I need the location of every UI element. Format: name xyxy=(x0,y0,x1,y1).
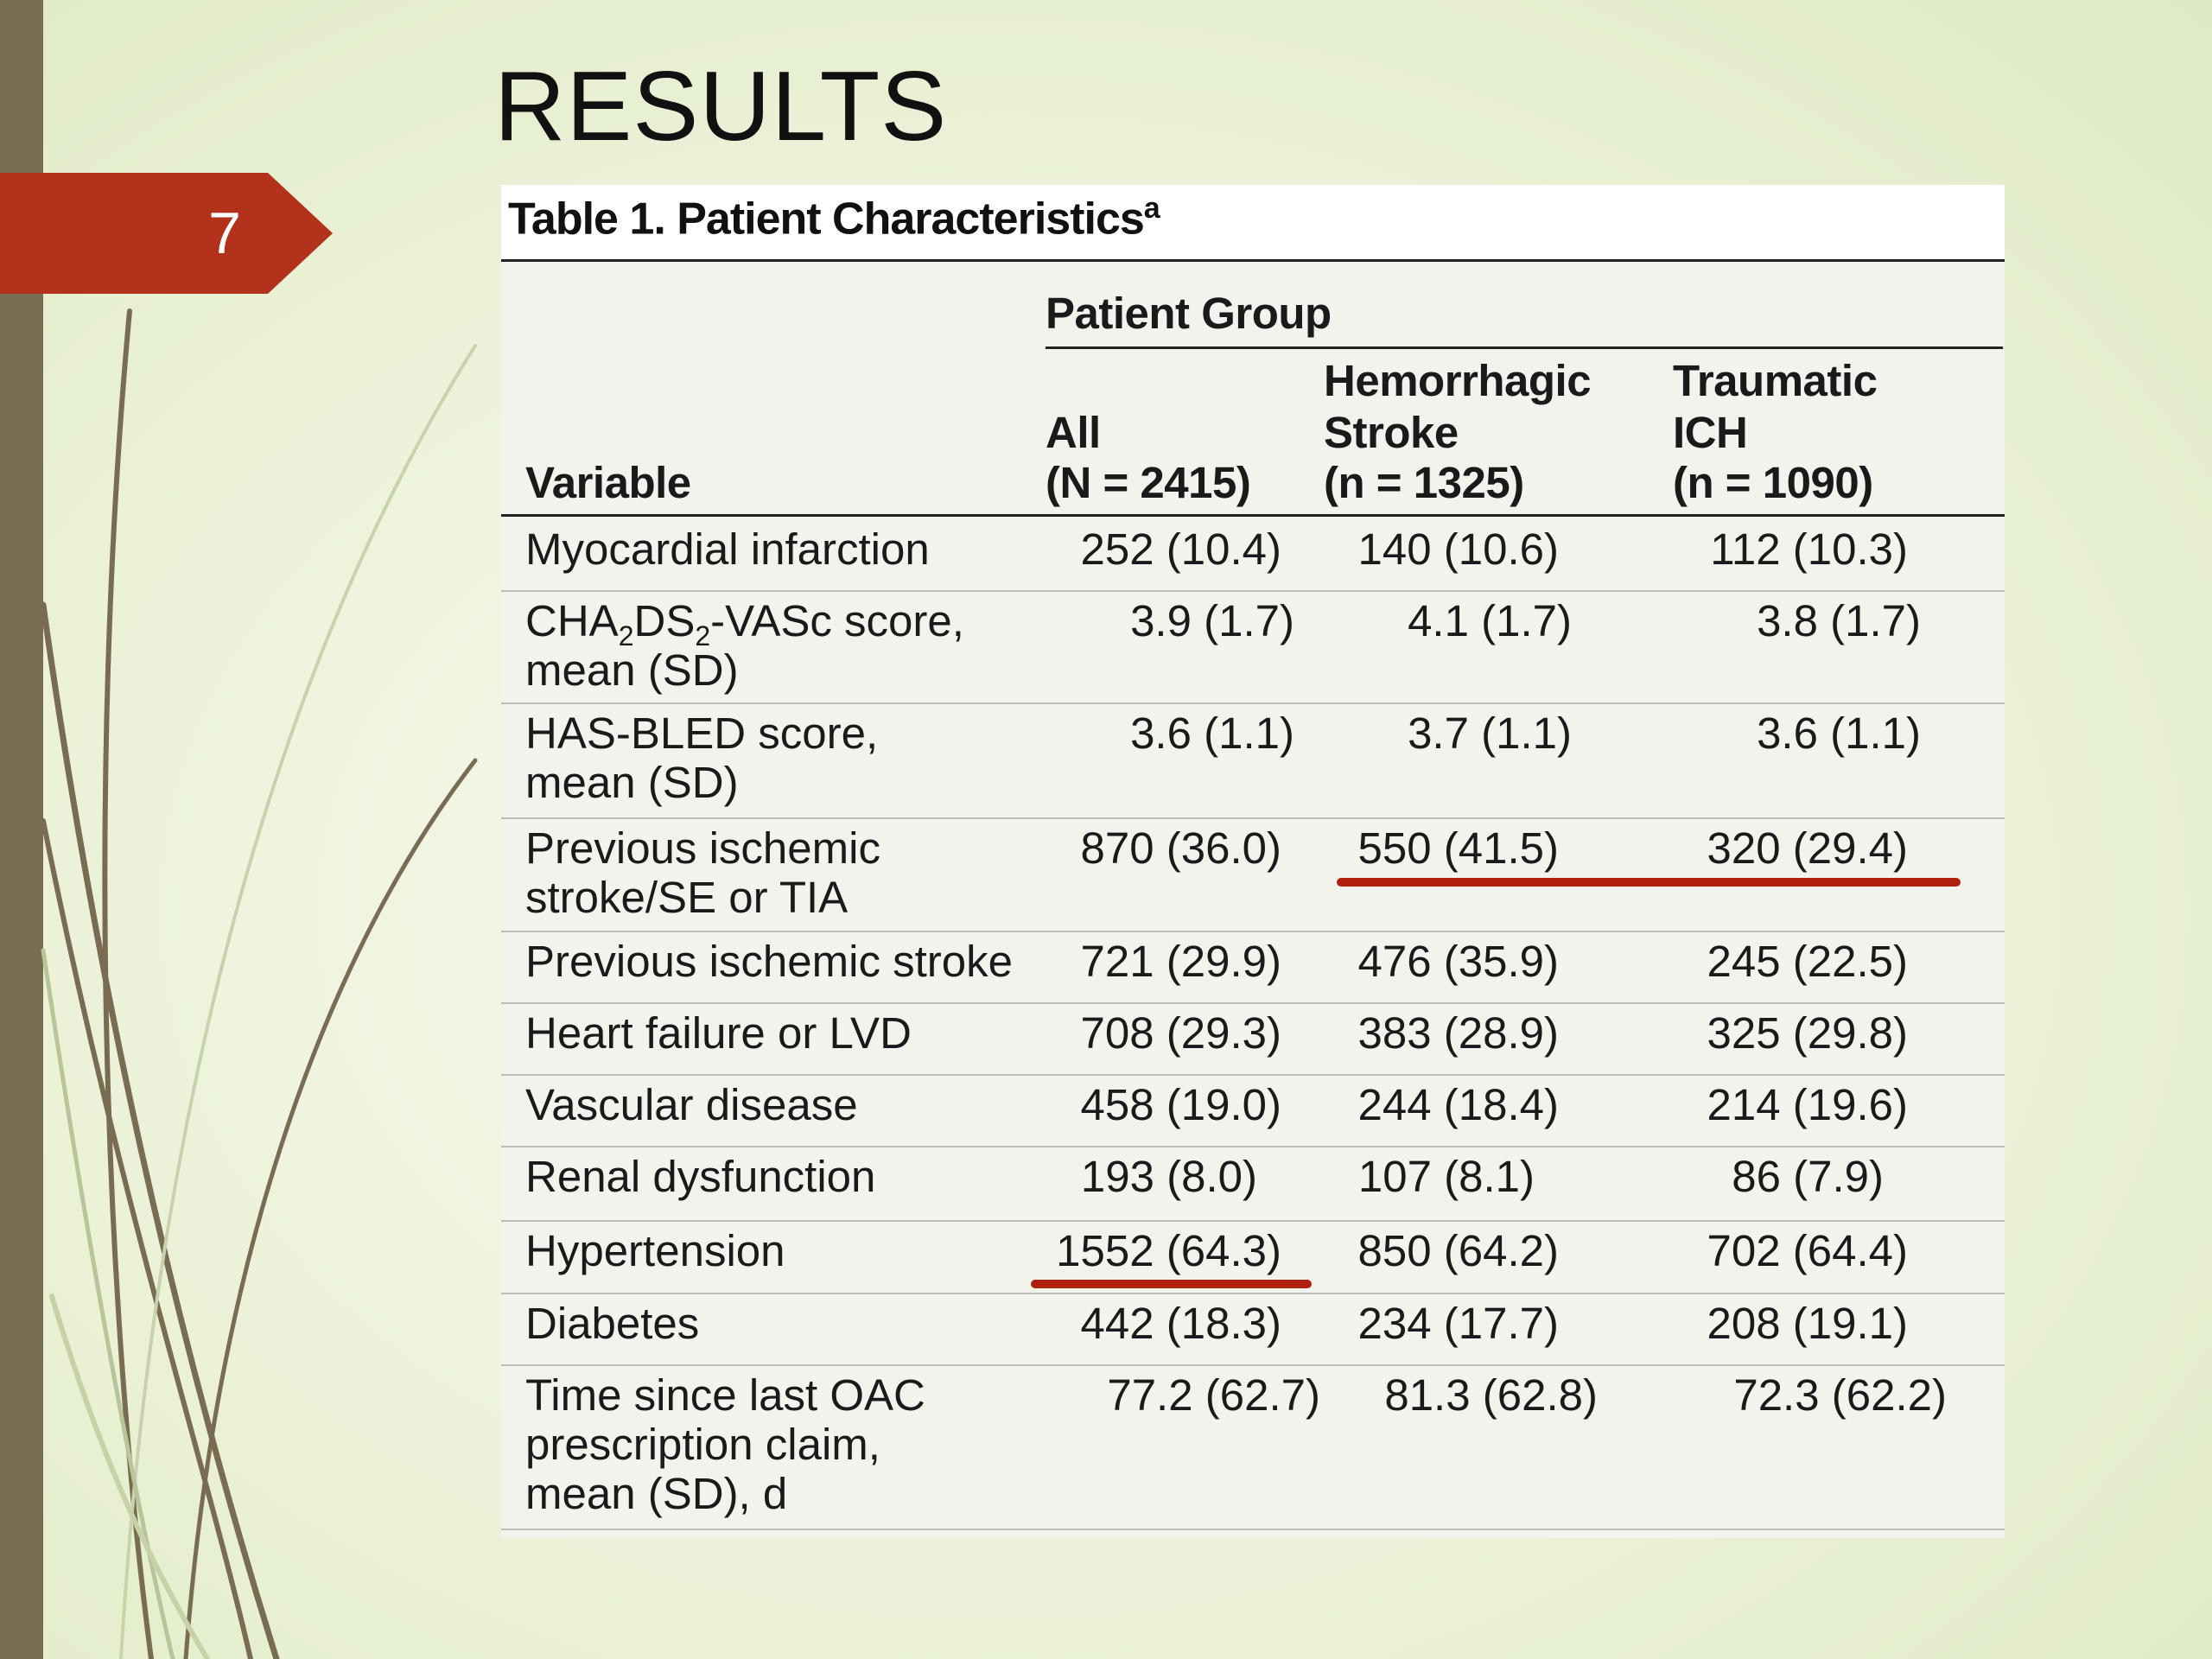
grass-stroke-1 xyxy=(102,308,154,1659)
group-header: Patient Group xyxy=(1046,289,1332,338)
row-label-line: Time since last OAC xyxy=(525,1370,925,1420)
row-label-line: Heart failure or LVD xyxy=(525,1008,912,1058)
row-separator xyxy=(501,817,2005,819)
value-tra: 72.3 (62.2) xyxy=(1733,1370,1947,1420)
grass-stroke-6 xyxy=(41,948,175,1659)
row-label-line: HAS-BLED score, xyxy=(525,709,879,758)
grass-stroke-5 xyxy=(119,344,477,1659)
value-all: 870 (36.0) xyxy=(1080,823,1282,873)
col-header-tra-label-1: Traumatic xyxy=(1673,356,1878,405)
value-tra: 245 (22.5) xyxy=(1707,937,1909,986)
value-all: 3.9 (1.7) xyxy=(1130,596,1294,645)
row-label-part: DS xyxy=(633,596,696,645)
row-separator xyxy=(501,1293,2005,1294)
row-label-line: Diabetes xyxy=(525,1299,700,1348)
value-hem: 550 (41.5) xyxy=(1357,823,1560,873)
value-tra: 320 (29.4) xyxy=(1707,823,1909,873)
row-separator xyxy=(501,702,2005,704)
row-separator xyxy=(501,1074,2005,1076)
value-all: 1552 (64.3) xyxy=(1056,1226,1281,1275)
col-header-variable: Variable xyxy=(525,458,691,507)
value-tra: 86 (7.9) xyxy=(1732,1152,1884,1201)
value-tra: 214 (19.6) xyxy=(1707,1080,1909,1129)
slide-title: RESULTS xyxy=(494,52,948,162)
value-all: 3.6 (1.1) xyxy=(1130,709,1294,758)
value-hem: 140 (10.6) xyxy=(1357,524,1560,574)
row-label-line: mean (SD), d xyxy=(525,1469,788,1518)
value-tra: 208 (19.1) xyxy=(1707,1299,1909,1348)
row-label-part: CHA xyxy=(525,596,619,645)
table-caption: Table 1. Patient Characteristicsa xyxy=(508,192,1160,245)
table-bottom-rule xyxy=(501,1529,2005,1530)
caption-footnote-marker: a xyxy=(1143,192,1160,225)
row-label-line: mean (SD) xyxy=(525,758,739,807)
value-hem: 234 (17.7) xyxy=(1357,1299,1560,1348)
row-separator xyxy=(501,590,2005,592)
grass-stroke-4 xyxy=(183,758,478,1659)
col-header-tra-label-2: ICH xyxy=(1673,408,1748,457)
value-all: 458 (19.0) xyxy=(1080,1080,1282,1129)
group-header-rule xyxy=(1046,346,2003,349)
value-hem: 476 (35.9) xyxy=(1357,937,1560,986)
row-separator xyxy=(501,1364,2005,1366)
patient-characteristics-table: Table 1. Patient Characteristicsa Patien… xyxy=(501,185,2005,1538)
grass-stroke-7 xyxy=(49,1294,210,1659)
underline-hypertension-all xyxy=(1031,1280,1312,1288)
header-bottom-rule xyxy=(501,514,2005,517)
row-separator xyxy=(501,1146,2005,1147)
table-caption-band: Table 1. Patient Characteristicsa xyxy=(501,185,2005,262)
row-label-part: -VASc score, xyxy=(710,596,964,645)
row-label-line: Previous ischemic xyxy=(525,823,880,873)
col-header-tra-n: (n = 1090) xyxy=(1673,458,1873,507)
row-separator xyxy=(501,1002,2005,1004)
value-hem: 383 (28.9) xyxy=(1357,1008,1560,1058)
value-all: 442 (18.3) xyxy=(1080,1299,1282,1348)
row-label-part: 2 xyxy=(695,620,711,652)
value-all: 721 (29.9) xyxy=(1080,937,1282,986)
value-hem: 850 (64.2) xyxy=(1357,1226,1560,1275)
row-label-line: mean (SD) xyxy=(525,645,739,695)
value-tra: 3.6 (1.1) xyxy=(1757,709,1921,758)
col-header-hem-label-1: Hemorrhagic xyxy=(1324,356,1592,405)
value-hem: 81.3 (62.8) xyxy=(1384,1370,1598,1420)
grass-stroke-3 xyxy=(41,818,253,1659)
row-separator xyxy=(501,931,2005,932)
row-label: CHA2DS2-VASc score, xyxy=(525,596,964,661)
value-tra: 3.8 (1.7) xyxy=(1757,596,1921,645)
row-label-line: Previous ischemic stroke xyxy=(525,937,1014,986)
value-tra: 702 (64.4) xyxy=(1707,1226,1909,1275)
value-all: 77.2 (62.7) xyxy=(1107,1370,1320,1420)
row-label-line: Myocardial infarction xyxy=(525,524,930,574)
value-hem: 107 (8.1) xyxy=(1357,1152,1535,1201)
value-hem: 4.1 (1.7) xyxy=(1408,596,1572,645)
col-header-hem-n: (n = 1325) xyxy=(1324,458,1524,507)
caption-text: Table 1. Patient Characteristics xyxy=(508,194,1145,245)
row-label-part: 2 xyxy=(618,620,634,652)
col-header-all-n: (N = 2415) xyxy=(1046,458,1251,507)
value-all: 252 (10.4) xyxy=(1080,524,1282,574)
slide-number-badge xyxy=(0,173,333,294)
value-all: 193 (8.0) xyxy=(1080,1152,1257,1201)
row-label-line: Renal dysfunction xyxy=(525,1152,876,1201)
value-tra: 112 (10.3) xyxy=(1710,524,1908,574)
value-hem: 244 (18.4) xyxy=(1357,1080,1560,1129)
row-label-line: prescription claim, xyxy=(525,1420,880,1469)
value-all: 708 (29.3) xyxy=(1080,1008,1282,1058)
slide-number: 7 xyxy=(208,200,241,266)
underline-previous-ischemic-hem-tra xyxy=(1337,878,1961,887)
value-tra: 325 (29.8) xyxy=(1707,1008,1909,1058)
grass-stroke-2 xyxy=(40,601,280,1659)
row-label-line: stroke/SE or TIA xyxy=(525,873,849,922)
col-header-hem-label-2: Stroke xyxy=(1324,408,1459,457)
row-label-line: Vascular disease xyxy=(525,1080,858,1129)
value-hem: 3.7 (1.1) xyxy=(1408,709,1572,758)
col-header-all-label: All xyxy=(1046,408,1101,457)
row-separator xyxy=(501,1220,2005,1222)
row-label-line: Hypertension xyxy=(525,1226,785,1275)
